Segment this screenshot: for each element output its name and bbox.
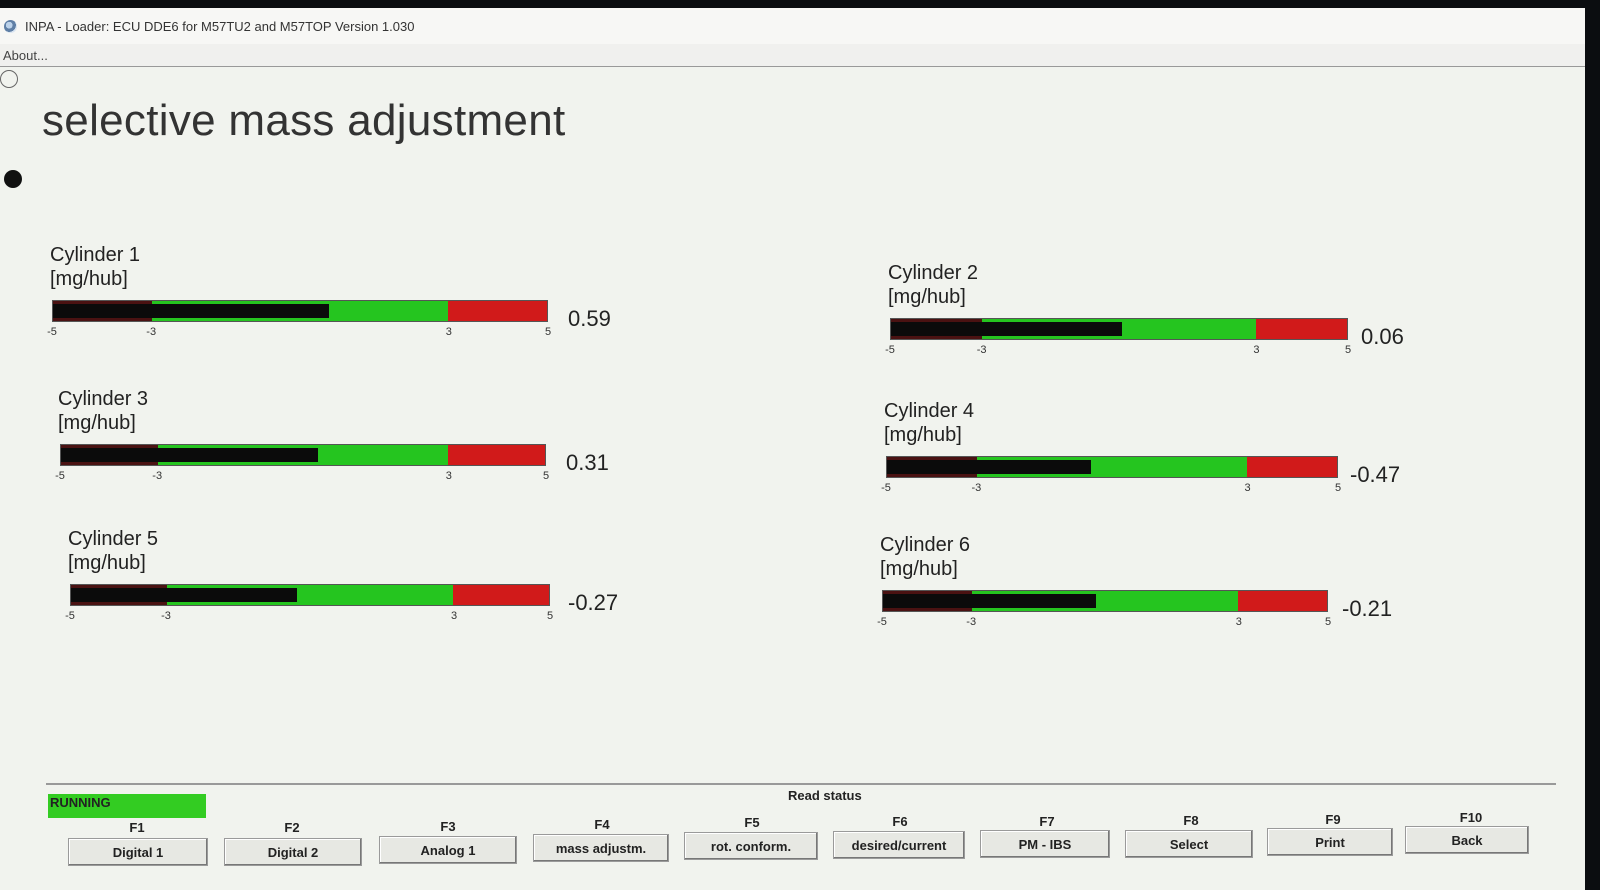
gauge-fill — [53, 304, 330, 318]
inpa-app-icon — [4, 19, 17, 33]
gauge-tick-label: 5 — [1324, 616, 1332, 628]
gauge-bar — [60, 444, 546, 466]
gauge-tick-label: 3 — [1235, 616, 1242, 628]
gauge-zone — [448, 445, 545, 465]
gauge-tick-label: -3 — [976, 344, 987, 356]
mass-adjustment-button[interactable]: mass adjustm. — [533, 834, 669, 862]
cylinder-gauge-5: Cylinder 5 [mg/hub] -5 -3 3 5 -0.27 — [65, 528, 688, 638]
cylinder-name: Cylinder 1 — [50, 244, 141, 266]
running-status-badge: RUNNING — [48, 794, 206, 818]
gauge-zone — [1255, 319, 1347, 339]
gauge-zone — [453, 585, 549, 605]
fkey-label-f6: F6 — [892, 814, 908, 829]
gauge-tick-label: -5 — [65, 610, 75, 622]
digital-2-button[interactable]: Digital 2 — [224, 838, 362, 866]
gauge-tick-label: 3 — [1253, 344, 1260, 356]
gauge-tick-label: 3 — [1244, 482, 1251, 494]
fkey-label-f8: F8 — [1183, 813, 1199, 828]
gauge-tick-label: -3 — [152, 470, 163, 482]
gauge-bar — [882, 590, 1328, 612]
pm-ibs-button[interactable]: PM - IBS — [980, 830, 1110, 858]
read-status-label: Read status — [788, 788, 862, 803]
cylinder-unit: [mg/hub] — [68, 552, 146, 574]
cylinder-value: -0.47 — [1350, 462, 1401, 487]
status-circle-icon — [0, 70, 18, 88]
gauge-tick-label: -5 — [885, 344, 895, 356]
gauge-tick-label: 5 — [1334, 482, 1342, 494]
fkey-label-f3: F3 — [440, 819, 456, 834]
gauge-tick-label: 5 — [546, 610, 554, 622]
gauge-fill — [71, 588, 298, 602]
fkey-label-f1: F1 — [129, 820, 145, 835]
cylinder-value: 0.59 — [568, 306, 611, 331]
cylinder-unit: [mg/hub] — [880, 558, 958, 580]
gauge-tick-label: -5 — [881, 482, 891, 494]
gauge-fill — [61, 448, 318, 462]
inpa-screen: INPA - Loader: ECU DDE6 for M57TU2 and M… — [0, 8, 1585, 890]
cylinder-name: Cylinder 6 — [880, 534, 971, 556]
gauge-tick-label: 5 — [542, 470, 550, 482]
fkey-label-f7: F7 — [1039, 814, 1055, 829]
gauge-fill — [887, 460, 1091, 474]
cylinder-gauge-2: Cylinder 2 [mg/hub] -5 -3 3 5 0.06 — [885, 262, 1508, 372]
cylinder-gauge-3: Cylinder 3 [mg/hub] -5 -3 3 5 0.31 — [55, 388, 678, 498]
fkey-label-f10: F10 — [1459, 810, 1483, 825]
cylinder-gauge-1: Cylinder 1 [mg/hub] -5 -3 3 5 0.59 — [47, 244, 670, 354]
gauge-tick-label: 3 — [450, 610, 458, 622]
fkey-label-f2: F2 — [284, 820, 300, 835]
gauge-fill — [891, 322, 1122, 336]
cylinder-name: Cylinder 5 — [68, 528, 159, 550]
menu-bar: About... — [0, 44, 1585, 67]
desired-current-button[interactable]: desired/current — [833, 831, 965, 859]
gauge-tick-label: 3 — [445, 326, 452, 338]
gauge-fill — [883, 594, 1096, 608]
gauge-tick-label: -5 — [55, 470, 65, 482]
gauge-tick-label: 5 — [544, 326, 552, 338]
cylinder-unit: [mg/hub] — [888, 286, 966, 308]
gauge-tick-label: -3 — [146, 326, 157, 338]
gauge-tick-label: -5 — [47, 326, 57, 338]
select-button[interactable]: Select — [1125, 830, 1253, 858]
cylinder-name: Cylinder 4 — [884, 400, 975, 422]
cylinder-value: 0.06 — [1361, 324, 1404, 349]
gauge-tick-label: 3 — [445, 470, 452, 482]
gauge-bar — [886, 456, 1338, 478]
gauge-zone — [448, 301, 547, 321]
cylinder-value: -0.27 — [568, 590, 619, 615]
fkey-label-f9: F9 — [1325, 812, 1341, 827]
menu-about[interactable]: About... — [3, 47, 48, 63]
gauge-tick-label: -3 — [966, 616, 977, 628]
gauge-bar — [52, 300, 548, 322]
rot-conform-button[interactable]: rot. conform. — [684, 832, 818, 860]
window-title: INPA - Loader: ECU DDE6 for M57TU2 and M… — [25, 18, 415, 34]
gauge-tick-label: -3 — [971, 482, 982, 494]
cylinder-value: 0.31 — [566, 450, 609, 475]
cylinder-unit: [mg/hub] — [58, 412, 136, 434]
status-divider — [46, 783, 1556, 785]
back-button[interactable]: Back — [1405, 826, 1529, 854]
cylinder-gauge-4: Cylinder 4 [mg/hub] -5 -3 3 5 -0.47 — [881, 400, 1504, 510]
cylinder-name: Cylinder 3 — [58, 388, 149, 410]
gauge-zone — [1238, 591, 1327, 611]
page-title: selective mass adjustment — [42, 96, 566, 145]
indicator-dot-icon — [4, 170, 22, 188]
gauge-tick-label: 5 — [1344, 344, 1352, 356]
analog-1-button[interactable]: Analog 1 — [379, 836, 517, 864]
gauge-zone — [1247, 457, 1337, 477]
window-titlebar: INPA - Loader: ECU DDE6 for M57TU2 and M… — [0, 8, 1585, 44]
print-button[interactable]: Print — [1267, 828, 1393, 856]
fkey-label-f4: F4 — [594, 817, 610, 832]
gauge-bar — [70, 584, 550, 606]
cylinder-gauge-6: Cylinder 6 [mg/hub] -5 -3 3 5 -0.21 — [877, 534, 1500, 644]
cylinder-unit: [mg/hub] — [50, 268, 128, 290]
gauge-tick-label: -3 — [161, 610, 171, 622]
fkey-label-f5: F5 — [744, 815, 760, 830]
cylinder-value: -0.21 — [1342, 596, 1393, 621]
cylinder-name: Cylinder 2 — [888, 262, 979, 284]
digital-1-button[interactable]: Digital 1 — [68, 838, 208, 866]
gauge-tick-label: -5 — [877, 616, 887, 628]
gauge-bar — [890, 318, 1348, 340]
cylinder-unit: [mg/hub] — [884, 424, 962, 446]
